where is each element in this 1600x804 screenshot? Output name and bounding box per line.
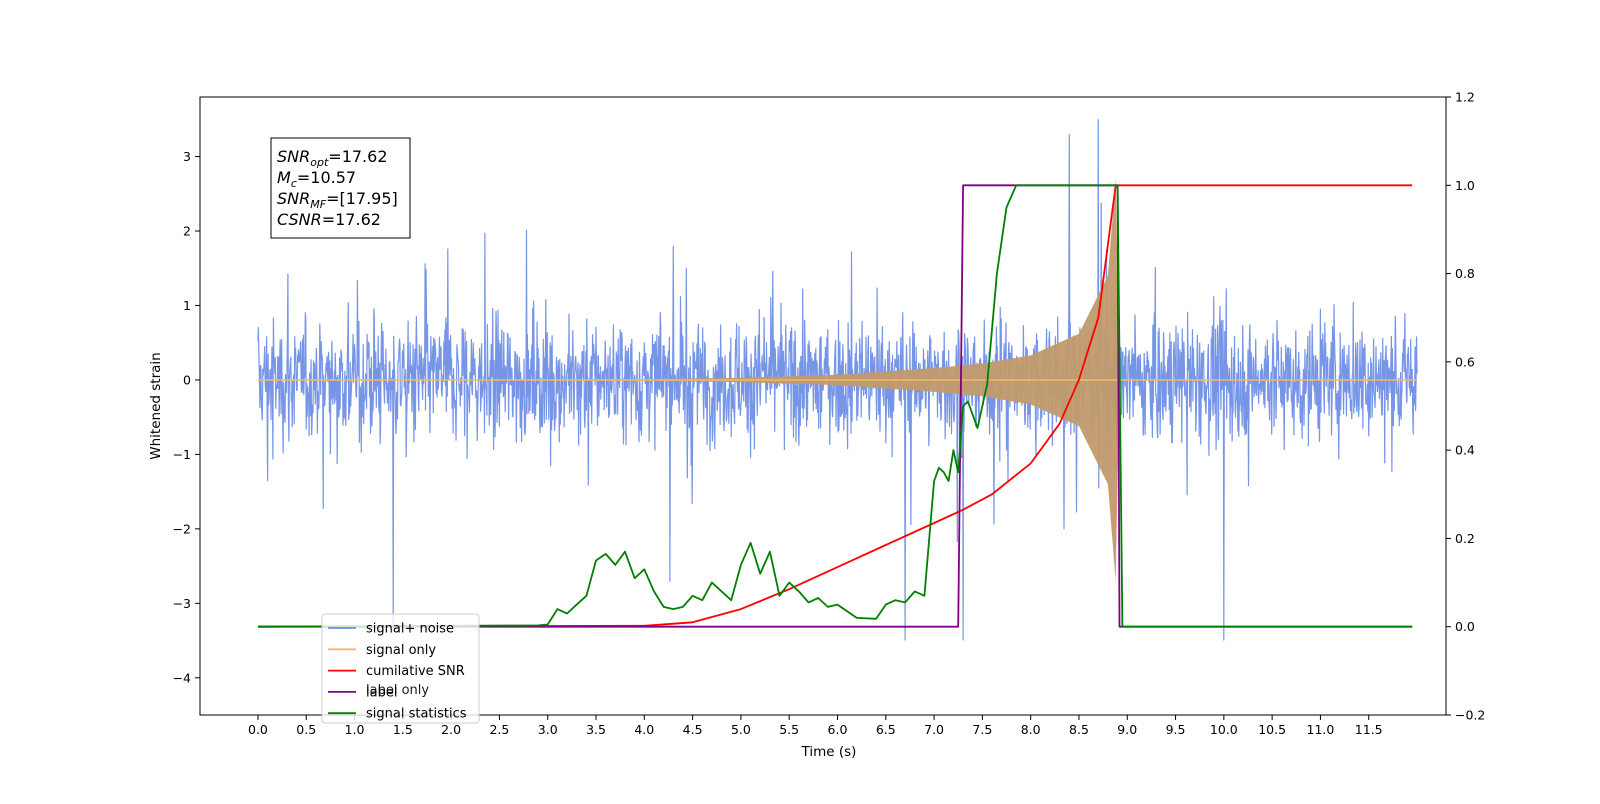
x-tick-label: 2.0 bbox=[441, 722, 461, 737]
y-left-tick-label: 0 bbox=[183, 372, 191, 387]
y-left-tick-label: −1 bbox=[173, 447, 191, 462]
y-left-tick-label: 3 bbox=[183, 149, 191, 164]
legend-label: label bbox=[366, 685, 397, 700]
y-right-tick-label: 1.2 bbox=[1455, 90, 1475, 105]
annotation-frame bbox=[270, 137, 411, 239]
x-tick-label: 7.0 bbox=[924, 722, 944, 737]
signal-plus-noise-line bbox=[257, 119, 1418, 641]
x-axis: 0.0 0.5 1.0 1.5 2.0 2.5 3.0 3.5 4.0 4.5 5.0 5.5 6.0 6… bbox=[248, 715, 1383, 737]
legend-frame bbox=[321, 613, 480, 724]
annotation-line: CSNR=17.62 bbox=[277, 210, 381, 229]
plot-frame bbox=[199, 96, 1447, 716]
x-tick-label: 0.5 bbox=[296, 722, 316, 737]
signal-only-series bbox=[257, 178, 1418, 581]
x-tick-label: 3.0 bbox=[538, 722, 558, 737]
x-tick-label: 6.0 bbox=[828, 722, 848, 737]
x-tick-label: 2.5 bbox=[489, 722, 509, 737]
x-tick-label: 9.5 bbox=[1166, 722, 1186, 737]
y-left-tick-label: −4 bbox=[173, 670, 191, 685]
y-axis-left-title: Whitened strain bbox=[148, 352, 164, 459]
annotation-line: Mc=10.57 bbox=[277, 168, 356, 190]
x-tick-label: 1.5 bbox=[393, 722, 413, 737]
legend-label: signal+ noise bbox=[366, 622, 454, 637]
x-tick-label: 4.5 bbox=[683, 722, 703, 737]
x-tick-label: 11.0 bbox=[1307, 722, 1335, 737]
x-tick-label: 11.5 bbox=[1355, 722, 1383, 737]
x-tick-label: 3.5 bbox=[586, 722, 606, 737]
y-left-tick-label: 2 bbox=[183, 224, 191, 239]
legend-label: signal statistics bbox=[366, 707, 467, 722]
x-tick-label: 5.0 bbox=[731, 722, 751, 737]
annotation-lines: SNRopt=17.62Mc=10.57SNRMF=[17.95]CSNR=17… bbox=[277, 147, 398, 229]
annotation-box: SNRopt=17.62Mc=10.57SNRMF=[17.95]CSNR=17… bbox=[270, 137, 411, 239]
signal-plus-noise-series bbox=[257, 119, 1418, 641]
legend-label: signal only bbox=[366, 643, 436, 658]
y-left-tick-label: 1 bbox=[183, 298, 191, 313]
x-tick-label: 10.5 bbox=[1258, 722, 1286, 737]
y-right-tick-label: −0.2 bbox=[1455, 708, 1485, 723]
y-right-tick-label: 1.0 bbox=[1455, 178, 1475, 193]
annotation-line: SNRopt=17.62 bbox=[277, 147, 388, 169]
x-tick-label: 7.5 bbox=[972, 722, 992, 737]
legend-label: cumilative SNR bbox=[366, 664, 465, 679]
y-axis-right: −0.2 0.0 0.2 0.4 0.6 0.8 1.0 1.2 bbox=[1446, 90, 1485, 723]
x-tick-label: 1.0 bbox=[345, 722, 365, 737]
y-right-tick-label: 0.0 bbox=[1455, 619, 1475, 634]
y-left-tick-label: −3 bbox=[173, 596, 191, 611]
cumulative-snr-line bbox=[257, 184, 1413, 628]
right-axis-series bbox=[257, 184, 1413, 628]
x-axis-title: Time (s) bbox=[801, 744, 857, 760]
legend-label-ghost: label only bbox=[366, 683, 429, 698]
x-tick-label: 6.5 bbox=[876, 722, 896, 737]
x-tick-label: 8.5 bbox=[1069, 722, 1089, 737]
x-tick-label: 10.0 bbox=[1210, 722, 1238, 737]
y-axis-left: −4 −3 −2 −1 0 1 2 3 bbox=[173, 149, 200, 685]
x-tick-label: 5.5 bbox=[779, 722, 799, 737]
x-tick-label: 4.0 bbox=[634, 722, 654, 737]
y-right-tick-label: 0.8 bbox=[1455, 266, 1475, 281]
y-right-tick-label: 0.6 bbox=[1455, 354, 1475, 369]
x-tick-label: 8.0 bbox=[1021, 722, 1041, 737]
legend: label only signal+ noise signal only cumila… bbox=[321, 613, 480, 724]
legend-items: label only signal+ noise signal only cumila… bbox=[328, 622, 467, 722]
y-right-tick-label: 0.4 bbox=[1455, 443, 1475, 458]
x-tick-label: 0.0 bbox=[248, 722, 268, 737]
y-right-tick-label: 0.2 bbox=[1455, 531, 1475, 546]
signal-statistics-line bbox=[257, 184, 1413, 628]
annotation-line: SNRMF=[17.95] bbox=[277, 189, 398, 211]
x-tick-label: 9.0 bbox=[1117, 722, 1137, 737]
y-left-tick-label: −2 bbox=[173, 521, 191, 536]
